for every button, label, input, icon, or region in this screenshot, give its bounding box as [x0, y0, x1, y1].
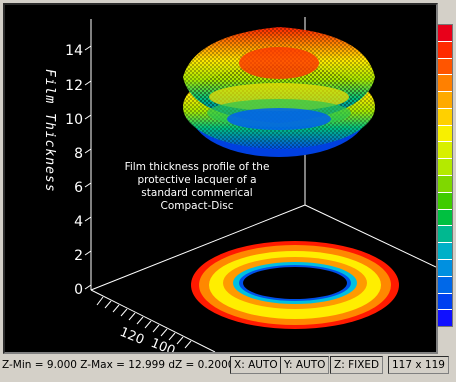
3d-surface-plot[interactable]: 14 12 10 8 6 4 2 0	[5, 5, 436, 352]
color-scale-segment	[438, 226, 452, 244]
caption-line: protective lacquer of a	[137, 174, 257, 186]
grid-size-indicator: 117 x 119	[388, 356, 449, 374]
z-tick-label: 12	[65, 78, 83, 94]
color-scale-segment	[438, 108, 452, 126]
color-scale-segment	[438, 243, 452, 260]
z-mode-indicator[interactable]: Z: FIXED	[330, 356, 384, 374]
x-mode-indicator[interactable]: X: AUTO	[230, 356, 282, 374]
color-scale-bar[interactable]	[437, 24, 453, 327]
status-bar: Z-Min = 9.000 Z-Max = 12.999 dZ = 0.2000…	[0, 352, 456, 382]
color-scale-segment	[438, 176, 452, 193]
caption-line: Compact-Disc	[160, 200, 234, 212]
caption-line: Film thickness profile of the	[124, 161, 270, 173]
z-tick-label: 2	[74, 248, 83, 264]
z-tick-label: 8	[74, 146, 83, 162]
x-tick-label: 120	[118, 325, 147, 348]
z-tick-label: 0	[74, 282, 83, 298]
color-scale-segment	[438, 259, 452, 277]
floor-front-edge	[90, 289, 216, 352]
plot-caption: Film thickness profile of the protective…	[109, 161, 285, 213]
z-tick-label: 14	[65, 43, 83, 59]
color-scale-segment	[438, 192, 452, 210]
color-scale-segment	[438, 25, 452, 42]
contour-projection	[191, 241, 399, 329]
color-scale-segment	[438, 125, 452, 143]
plot-frame: 14 12 10 8 6 4 2 0	[3, 3, 438, 354]
color-scale-segment	[438, 92, 452, 109]
y-mode-indicator[interactable]: Y: AUTO	[280, 356, 330, 374]
color-scale-segment	[438, 41, 452, 59]
z-range-readout: Z-Min = 9.000 Z-Max = 12.999 dZ = 0.2000	[2, 359, 235, 371]
caption-line: standard commerical	[141, 187, 253, 199]
axis-label: Film Thickness	[42, 69, 57, 193]
color-scale-segment	[438, 58, 452, 76]
color-scale-segment	[438, 209, 452, 227]
thickness-surface	[183, 27, 375, 157]
x-tick-label: 100	[149, 336, 178, 352]
color-scale-segment	[438, 159, 452, 177]
z-tick-label: 6	[74, 180, 83, 196]
color-scale-segment	[438, 142, 452, 160]
z-tick-label: 10	[65, 112, 83, 128]
color-scale-segment	[438, 293, 452, 311]
floor-right-edge	[304, 204, 436, 268]
color-scale-segment	[438, 276, 452, 294]
floor-back-edge	[90, 204, 306, 291]
x-axis-ticks	[96, 296, 192, 349]
color-scale-segment	[438, 310, 452, 327]
z-axis-ticks	[84, 45, 92, 290]
color-scale-segment	[438, 75, 452, 93]
z-tick-label: 4	[74, 214, 83, 230]
